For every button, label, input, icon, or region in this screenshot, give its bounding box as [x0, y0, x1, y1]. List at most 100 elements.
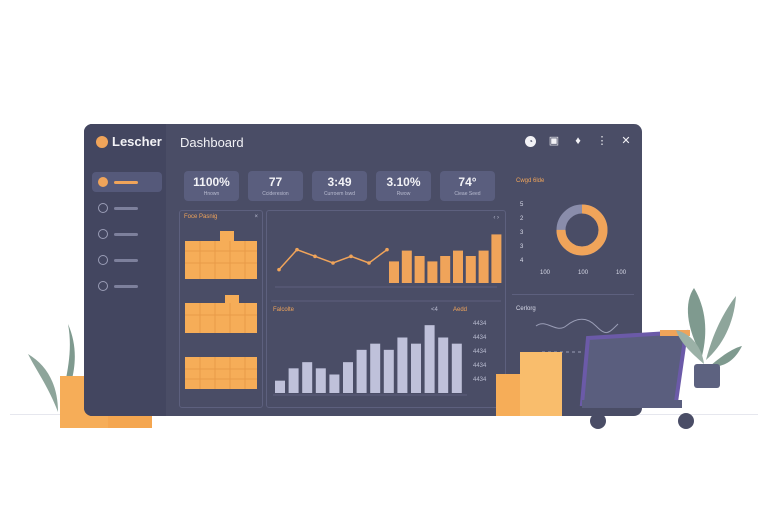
sidebar-item-analytics[interactable]	[92, 198, 162, 218]
bar	[343, 362, 353, 393]
bar	[302, 362, 313, 393]
sidebar-item-settings[interactable]	[92, 276, 162, 296]
page-title: Dashboard	[180, 135, 244, 150]
line-point	[295, 247, 299, 252]
stat-label: Rwow	[396, 191, 411, 197]
chart-icon	[98, 203, 108, 213]
bar	[414, 256, 425, 283]
mini-chart-2	[185, 295, 257, 333]
stat-value: 3.10%	[386, 175, 421, 189]
line-point	[313, 254, 317, 259]
cart-wheel	[590, 413, 606, 429]
mini-chart-block	[225, 295, 239, 305]
bar	[438, 337, 449, 393]
calendar-icon[interactable]: ▣	[548, 135, 560, 147]
stat-card[interactable]: 77 Ccideresion	[248, 171, 303, 201]
box	[520, 352, 562, 416]
stat-value: 1100%	[193, 175, 230, 189]
series-line	[278, 248, 388, 271]
panel-title: Cerlorg	[516, 306, 536, 312]
axis-number: 2	[520, 216, 524, 222]
app-logo[interactable]: Lescher	[96, 134, 162, 149]
stat-card[interactable]: 3:49 Curroem Iswd	[312, 171, 367, 201]
right-decoration	[496, 288, 742, 429]
panel-title: Cwgd 6lde	[516, 178, 545, 184]
trend-line	[535, 318, 619, 333]
bar	[427, 261, 438, 283]
right-charts	[535, 204, 620, 353]
stat-card[interactable]: 3.10% Rwow	[376, 171, 431, 201]
mini-chart-1	[185, 231, 257, 279]
logo-icon	[96, 135, 108, 148]
stat-card[interactable]: 1100% Hnown	[184, 171, 239, 201]
sidebar-nav	[92, 172, 162, 302]
bar	[275, 380, 285, 393]
header-toolbar: ◔ ▣ ♦ ⋮ ✕	[525, 134, 632, 148]
panel-controls[interactable]: ‹ ›	[493, 215, 499, 221]
left-charts-panel: Foce Pasnig ×	[179, 210, 263, 408]
bar	[356, 349, 367, 393]
main-chart-panel: ‹ › Falcolte <4 Aedd 4434 4434 4434 4434…	[266, 210, 506, 408]
right-plant	[676, 288, 742, 388]
axis-value: 4434	[473, 321, 487, 327]
location-icon[interactable]: ♦	[575, 135, 581, 147]
line-point	[385, 247, 389, 252]
stat-value: 74°	[458, 175, 477, 189]
cart-wheel	[678, 413, 694, 429]
mini-label: Aedd	[453, 307, 468, 313]
bar	[478, 250, 489, 283]
panel-title: Falcolte	[273, 307, 295, 313]
clock-icon[interactable]: ◔	[525, 135, 536, 147]
axis-number: 5	[520, 202, 524, 208]
bar	[453, 250, 463, 283]
close-icon[interactable]: ✕	[621, 135, 631, 147]
axis-value: 4434	[473, 377, 487, 383]
axis-number: 3	[520, 244, 524, 250]
stat-label: Ccideresion	[262, 191, 289, 197]
stat-label: Cieae Seed	[454, 191, 481, 197]
line-point	[367, 261, 371, 265]
cart-base	[582, 400, 682, 408]
sidebar-item-dashboard[interactable]	[92, 172, 162, 192]
scale-label: 100	[578, 270, 589, 276]
stat-cards: 1100% Hnown 77 Ccideresion 3:49 Curroem …	[184, 171, 495, 201]
gear-icon	[98, 281, 108, 291]
bar	[451, 343, 462, 393]
sidebar-item-label	[114, 180, 138, 184]
divider	[512, 294, 634, 295]
bar	[389, 261, 399, 283]
sidebar-item-label	[114, 258, 138, 262]
sidebar-item-users[interactable]	[92, 250, 162, 270]
main-chart	[271, 234, 502, 396]
line-point	[349, 254, 353, 259]
axis-value: 4434	[473, 335, 487, 341]
mini-label: <4	[431, 307, 438, 313]
sidebar-item-label	[114, 284, 138, 288]
stat-card[interactable]: 74° Cieae Seed	[440, 171, 495, 201]
cart-handle	[660, 330, 690, 336]
more-icon[interactable]: ⋮	[596, 135, 608, 147]
sidebar-item-reports[interactable]	[92, 224, 162, 244]
line-point	[331, 261, 335, 265]
logo-text: Lescher	[112, 134, 162, 149]
user-icon	[98, 255, 108, 265]
bar	[329, 374, 340, 393]
sidebar-item-label	[114, 232, 138, 236]
report-icon	[98, 229, 108, 239]
axis-number: 4	[520, 258, 524, 264]
bar	[411, 343, 421, 393]
bar	[401, 250, 412, 283]
panel-title: Foce Pasnig	[184, 214, 218, 220]
axis-value: 4434	[473, 363, 487, 369]
panel-close-icon[interactable]: ×	[254, 214, 258, 220]
scale-label: 100	[540, 270, 551, 276]
mini-bar-charts	[185, 231, 257, 389]
mini-chart-block	[185, 303, 257, 333]
cart	[579, 329, 694, 429]
bar	[440, 256, 451, 283]
sidebar: Lescher	[84, 124, 166, 416]
mini-chart-block	[185, 241, 257, 279]
right-panel: Cwgd 6lde 5 2 3 3 4 100 100 100 Cerlorg	[512, 166, 634, 406]
plant-pot	[694, 364, 720, 388]
sidebar-item-label	[114, 206, 138, 210]
